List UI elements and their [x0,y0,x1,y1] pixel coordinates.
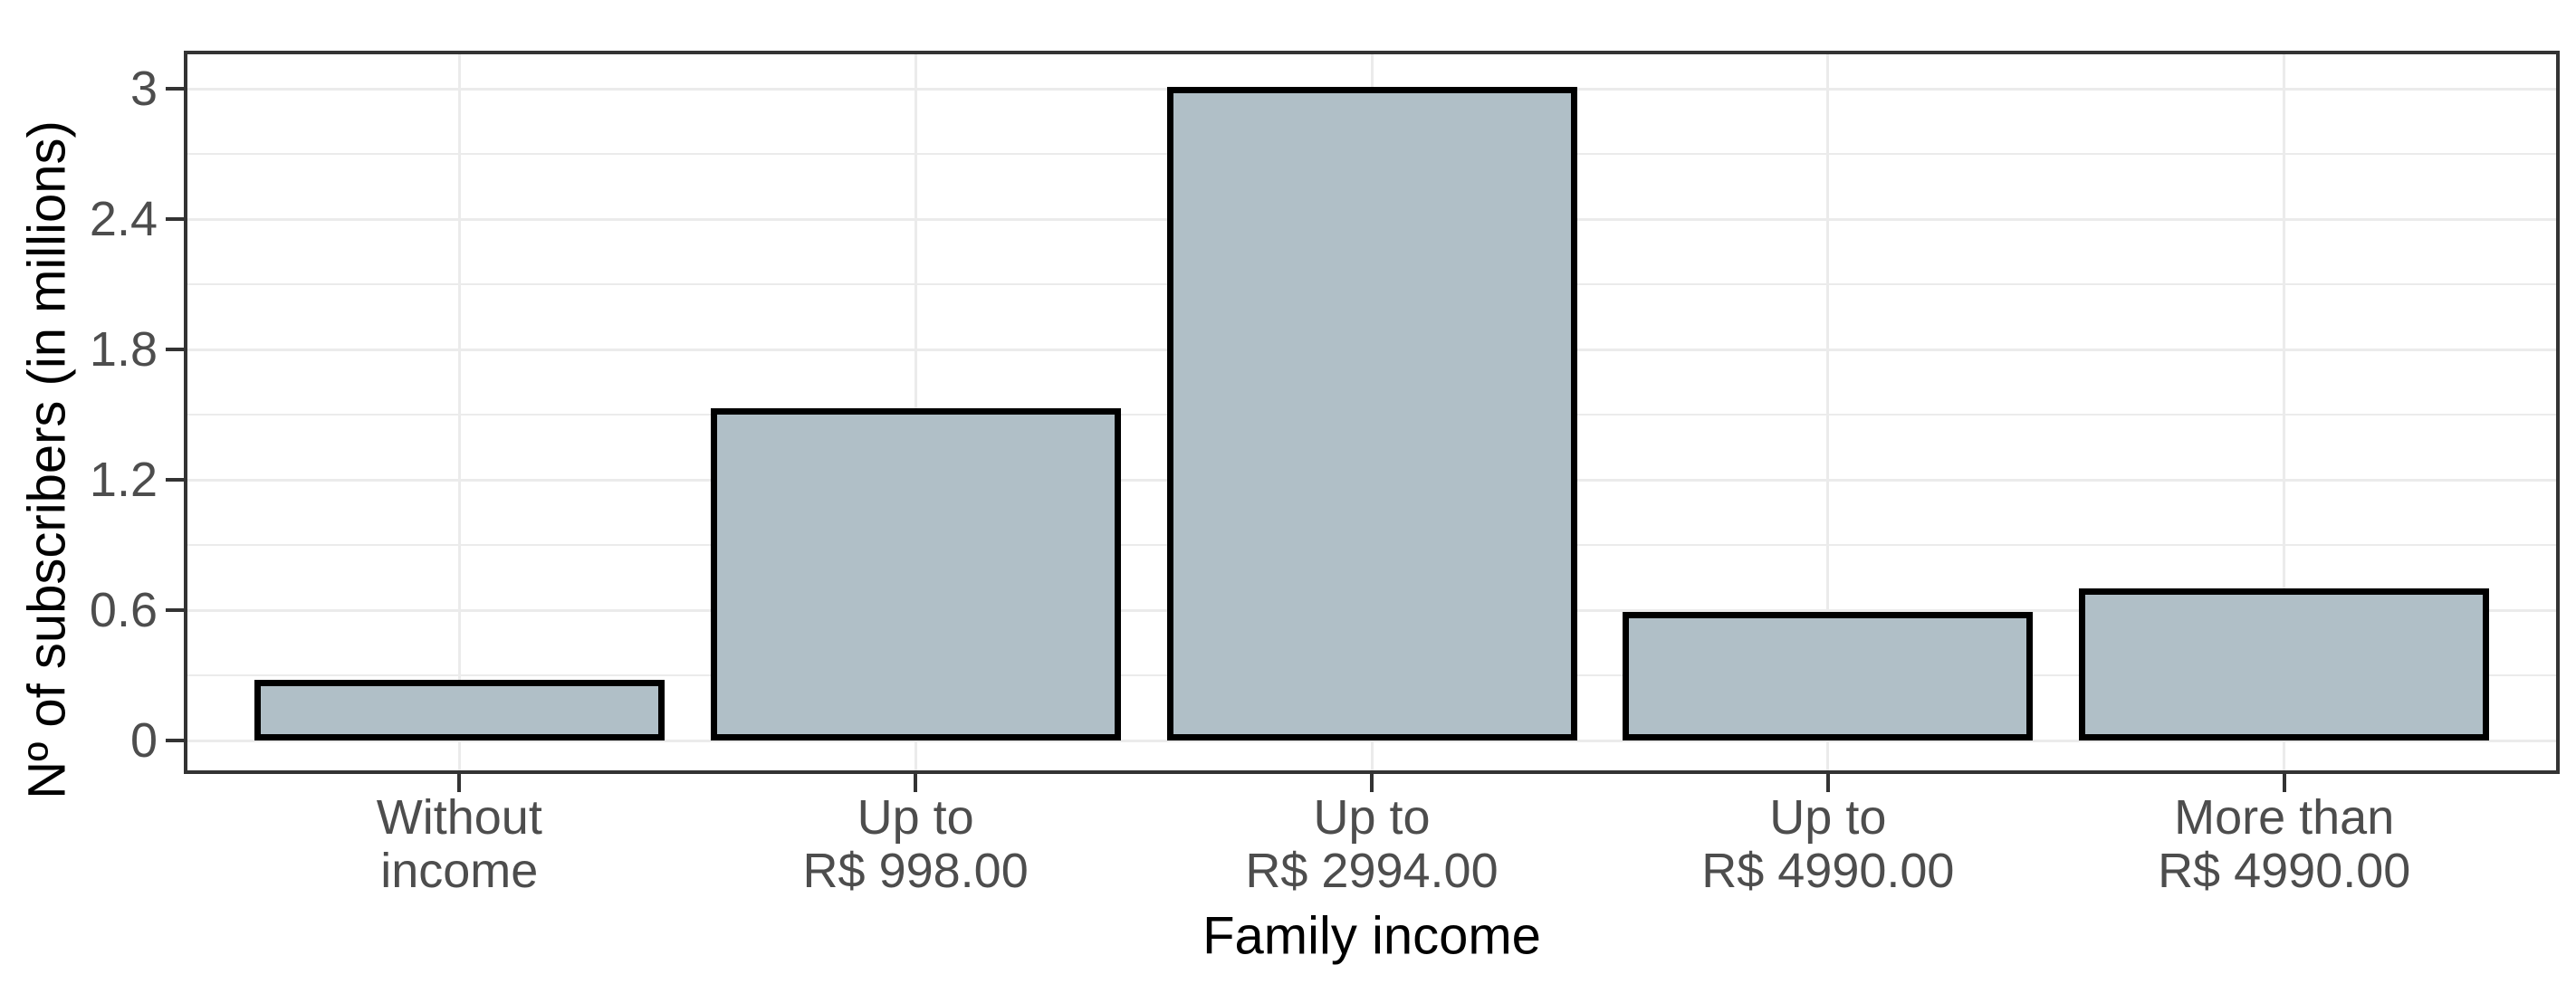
x-tick-label: Up to R$ 998.00 [802,790,1029,898]
x-tick [1825,772,1830,792]
x-tick-label: Without income [376,790,542,898]
y-tick [166,739,186,742]
x-tick-label: Up to R$ 4990.00 [1701,790,1955,898]
x-tick [457,772,462,792]
x-tick-label: Up to R$ 2994.00 [1245,790,1499,898]
bar [710,407,1121,740]
y-tick-label: 3 [129,62,158,116]
y-tick-label: 0 [129,713,158,768]
bar [254,679,665,740]
y-tick [166,87,186,91]
bar [1623,612,2034,740]
y-tick [166,217,186,221]
y-tick-label: 0.6 [89,583,158,637]
x-tick-label: More than R$ 4990.00 [2158,790,2411,898]
y-tick [166,478,186,482]
bar [1166,86,1577,740]
y-tick-label: 1.8 [89,322,158,377]
gridline-x-category [457,53,461,772]
x-tick [1370,772,1374,792]
gridline-x-category [1826,53,1830,772]
x-tick [914,772,918,792]
y-tick-label: 2.4 [89,192,158,246]
x-axis-title: Family income [1202,906,1541,966]
y-tick-label: 1.2 [89,453,158,507]
x-tick [2282,772,2286,792]
y-tick [166,348,186,351]
bar [2079,588,2490,740]
gridline-x-category [2283,53,2286,772]
y-axis-title: Nº of subscribers (in millions) [17,120,77,799]
y-tick [166,608,186,612]
